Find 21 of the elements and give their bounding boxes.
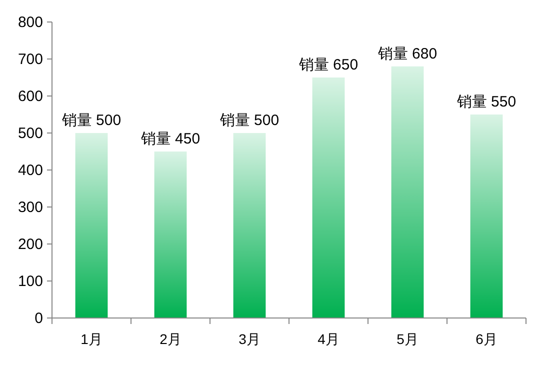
y-tick-label: 100 — [18, 273, 43, 290]
y-tick-label: 800 — [18, 14, 43, 31]
y-tick-label: 0 — [34, 310, 43, 327]
x-tick-label: 4月 — [318, 331, 340, 347]
data-label: 销量 500 — [218, 112, 280, 129]
data-label: 销量 650 — [298, 56, 358, 74]
x-tick-label: 1月 — [80, 331, 102, 347]
y-tick-label: 600 — [18, 88, 43, 105]
y-tick-label: 700 — [18, 51, 43, 68]
y-tick-label: 400 — [18, 162, 43, 179]
y-tick-label: 300 — [18, 199, 43, 216]
data-label: 销量 450 — [140, 130, 200, 148]
data-label: 销量 500 — [60, 112, 122, 129]
x-tick-label: 3月 — [238, 331, 260, 347]
data-label: 销量 680 — [376, 45, 438, 62]
x-tick-label: 2月 — [160, 331, 182, 347]
x-tick-label: 6月 — [476, 331, 498, 347]
x-tick-label: 5月 — [396, 331, 418, 347]
y-tick-label: 500 — [18, 125, 43, 142]
data-label: 销量 550 — [456, 94, 516, 110]
y-tick-label: 200 — [18, 236, 43, 253]
